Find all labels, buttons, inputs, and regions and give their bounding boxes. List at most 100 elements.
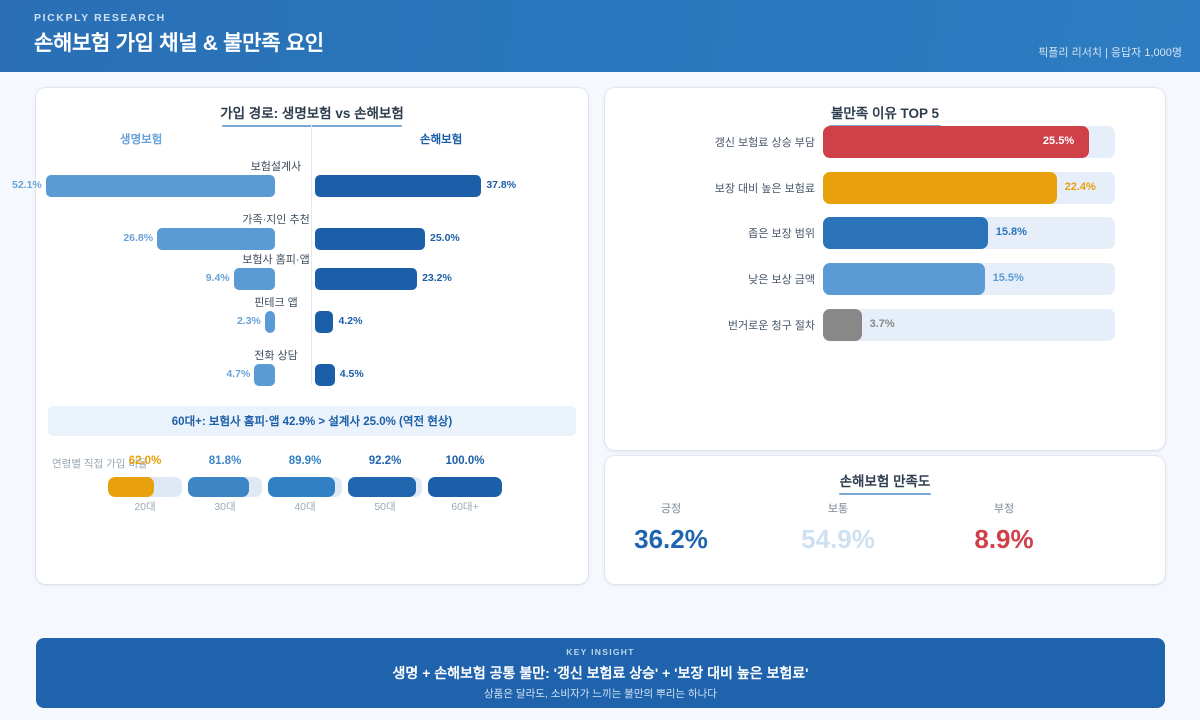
tornado-title-underline (222, 125, 402, 127)
tornado-value-left: 26.8% (123, 232, 154, 244)
tornado-bar-left (264, 311, 275, 333)
age-group-value: 89.9% (288, 455, 322, 467)
top5-row-label: 번거로운 청구 절차 (727, 320, 815, 332)
top5-row-track (823, 172, 1115, 204)
top5-row-fill (823, 263, 985, 295)
top5-row-fill (823, 217, 988, 249)
legend-life-insurance: 생명보험 (120, 134, 163, 146)
satisfaction-item-value: 8.9% (974, 524, 1034, 554)
age-group-fill (108, 477, 154, 497)
tornado-value-left: 52.1% (11, 179, 42, 191)
satisfaction-card: 손해보험 만족도 (605, 456, 1165, 584)
tornado-row-category: 가족·지인 추천 (242, 214, 310, 226)
satisfaction-item: 보통 54.9% (745, 500, 931, 555)
tornado-title: 가입 경로: 생명보험 vs 손해보험 (220, 106, 404, 121)
top5-row: 갱신 보험료 상승 부담 25.5% (605, 126, 1165, 158)
tornado-insight-strip: 60대+: 보험사 홈피·앱 42.9% > 설계사 25.0% (역전 현상) (48, 406, 576, 436)
legend-property-insurance: 손해보험 (420, 134, 463, 146)
top5-row-value: 15.5% (992, 272, 1024, 284)
satisfaction-title: 손해보험 만족도 (839, 474, 931, 489)
tornado-bar-left (233, 268, 275, 290)
satisfaction-item-value: 54.9% (801, 524, 875, 554)
top5-row: 낮은 보상 금액 15.5% (605, 263, 1165, 295)
top5-title: 불만족 이유 TOP 5 (830, 106, 940, 121)
age-strip-label: 연령별 직접 가입 비율 (52, 458, 148, 470)
top5-row-label: 좁은 보장 범위 (748, 228, 815, 240)
age-group-fill (188, 477, 249, 497)
header-kicker: PICKPLY RESEARCH (34, 12, 166, 24)
page-header: PICKPLY RESEARCH 손해보험 가입 채널 & 불만족 요인 픽플리… (0, 0, 1200, 72)
satisfaction-title-underline (839, 493, 931, 495)
tornado-bar-right (315, 268, 418, 290)
tornado-value-right: 4.2% (338, 315, 363, 327)
tornado-row-category: 전화 상담 (254, 350, 298, 362)
top5-row-label: 낮은 보상 금액 (748, 274, 815, 286)
top5-row-track (823, 126, 1115, 158)
tornado-card: 가입 경로: 생명보험 vs 손해보험 (36, 88, 588, 584)
top5-row-fill (823, 172, 1057, 204)
tornado-value-left: 9.4% (205, 272, 230, 284)
age-group-track (428, 477, 502, 497)
key-insight-banner: KEY INSIGHT 생명 + 손해보험 공통 불만: '갱신 보험료 상승'… (36, 638, 1165, 708)
tornado-bar-right (315, 311, 334, 333)
top5-row-label: 보장 대비 높은 보험료 (714, 183, 815, 195)
tornado-row-category: 보험사 홈피·앱 (242, 254, 310, 266)
age-group-value: 81.8% (208, 455, 242, 467)
tornado-center-axis (311, 124, 312, 384)
top5-row-fill (823, 126, 1089, 158)
satisfaction-item-label: 보통 (827, 503, 849, 515)
age-group-track (268, 477, 342, 497)
age-group-track (108, 477, 182, 497)
top5-row-value: 25.5% (1042, 135, 1075, 147)
satisfaction-item-label: 긍정 (660, 503, 682, 515)
tornado-value-right: 23.2% (422, 272, 452, 284)
tornado-row-category: 핀테크 앱 (254, 297, 298, 309)
top5-row: 번거로운 청구 절차 3.7% (605, 309, 1165, 341)
age-group-fill (428, 477, 502, 497)
satisfaction-item: 부정 8.9% (911, 500, 1097, 555)
tornado-bar-left (254, 364, 275, 386)
satisfaction-item-label: 부정 (993, 503, 1015, 515)
top5-row-value: 22.4% (1064, 181, 1096, 193)
top5-row: 좁은 보장 범위 15.8% (605, 217, 1165, 249)
tornado-bar-right (315, 228, 425, 250)
age-group-value: 92.2% (368, 455, 402, 467)
age-group-name: 30대 (214, 501, 236, 513)
top5-row-track (823, 263, 1115, 295)
age-group-value: 62.0% (128, 455, 162, 467)
age-group-name: 60대+ (451, 501, 479, 513)
tornado-bar-left (45, 175, 275, 197)
banner-subtext: 상품은 달라도, 소비자가 느끼는 불만의 뿌리는 하나다 (484, 688, 717, 700)
tornado-value-right: 25.0% (430, 232, 460, 244)
banner-kicker: KEY INSIGHT (566, 647, 635, 657)
top5-row-fill (823, 309, 862, 341)
age-group-track (348, 477, 422, 497)
tornado-bar-right (315, 175, 482, 197)
satisfaction-item-value: 36.2% (634, 524, 708, 554)
satisfaction-item: 긍정 36.2% (578, 500, 764, 555)
age-group-fill (348, 477, 417, 497)
page-title: 손해보험 가입 채널 & 불만족 요인 (34, 32, 324, 55)
tornado-row-category: 보험설계사 (250, 161, 302, 173)
top5-row-value: 3.7% (869, 318, 895, 330)
age-group-name: 20대 (134, 501, 156, 513)
tornado-value-left: 2.3% (236, 315, 261, 327)
top5-row: 보장 대비 높은 보험료 22.4% (605, 172, 1165, 204)
top5-row-label: 갱신 보험료 상승 부담 (714, 137, 815, 149)
age-group-name: 40대 (294, 501, 316, 513)
age-group-name: 50대 (374, 501, 396, 513)
tornado-value-right: 37.8% (486, 179, 517, 191)
top5-row-track (823, 309, 1115, 341)
age-group-fill (268, 477, 335, 497)
tornado-value-left: 4.7% (226, 368, 251, 380)
age-group-value: 100.0% (445, 455, 485, 467)
age-group-track (188, 477, 262, 497)
top5-row-value: 15.8% (995, 226, 1027, 238)
top5-row-track (823, 217, 1115, 249)
tornado-value-right: 4.5% (339, 368, 364, 380)
tornado-bar-left (157, 228, 275, 250)
banner-headline: 생명 + 손해보험 공통 불만: '갱신 보험료 상승' + '보장 대비 높은… (392, 665, 809, 681)
tornado-bar-right (315, 364, 335, 386)
header-meta: 픽플리 리서치 | 응답자 1,000명 (1038, 47, 1182, 59)
